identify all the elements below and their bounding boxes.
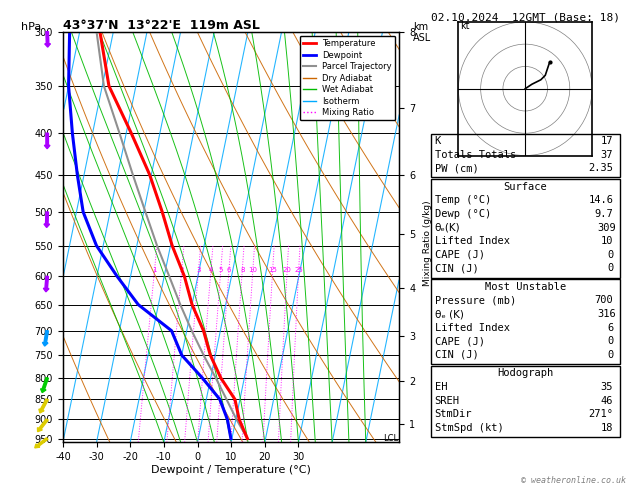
Text: 37: 37 [601,150,613,160]
Text: θₑ (K): θₑ (K) [435,309,464,319]
Text: 15: 15 [268,267,277,274]
Text: 10: 10 [601,236,613,246]
Text: 3: 3 [196,267,201,274]
Text: θₑ(K): θₑ(K) [435,223,460,233]
Text: Surface: Surface [503,182,547,192]
Text: CIN (J): CIN (J) [435,263,479,274]
Text: 0: 0 [607,263,613,274]
Text: 18: 18 [601,423,613,433]
Text: CIN (J): CIN (J) [435,350,479,360]
Text: CAPE (J): CAPE (J) [435,336,484,347]
Text: 0: 0 [607,350,613,360]
Text: 10: 10 [248,267,257,274]
Text: Lifted Index: Lifted Index [435,236,509,246]
Legend: Temperature, Dewpoint, Parcel Trajectory, Dry Adiabat, Wet Adiabat, Isotherm, Mi: Temperature, Dewpoint, Parcel Trajectory… [300,36,395,121]
Text: StmSpd (kt): StmSpd (kt) [435,423,503,433]
Text: © weatheronline.co.uk: © weatheronline.co.uk [521,476,626,485]
Text: 6: 6 [607,323,613,333]
Text: 0: 0 [607,250,613,260]
Text: 5: 5 [218,267,223,274]
Text: CAPE (J): CAPE (J) [435,250,484,260]
Text: 43°37'N  13°22'E  119m ASL: 43°37'N 13°22'E 119m ASL [63,18,260,32]
Text: hPa: hPa [21,22,41,32]
Text: 0: 0 [607,336,613,347]
Text: EH: EH [435,382,447,392]
Text: 9.7: 9.7 [594,209,613,219]
Text: Temp (°C): Temp (°C) [435,195,491,206]
Text: 1: 1 [152,267,157,274]
Text: Pressure (mb): Pressure (mb) [435,295,516,306]
Text: K: K [435,136,441,146]
Text: 271°: 271° [588,409,613,419]
Text: Dewp (°C): Dewp (°C) [435,209,491,219]
Text: Totals Totals: Totals Totals [435,150,516,160]
Text: 2: 2 [179,267,184,274]
Text: LCL: LCL [383,434,398,443]
Text: PW (cm): PW (cm) [435,163,479,174]
Text: 700: 700 [594,295,613,306]
Text: SREH: SREH [435,396,460,406]
Text: km
ASL: km ASL [413,22,431,43]
X-axis label: Dewpoint / Temperature (°C): Dewpoint / Temperature (°C) [151,465,311,475]
Text: 4: 4 [209,267,213,274]
Text: StmDir: StmDir [435,409,472,419]
Text: 6: 6 [226,267,231,274]
Text: 35: 35 [601,382,613,392]
Text: Most Unstable: Most Unstable [484,282,566,292]
Text: 25: 25 [294,267,303,274]
Text: 8: 8 [240,267,245,274]
Text: kt: kt [460,20,470,31]
Text: 309: 309 [598,223,616,233]
Text: 17: 17 [601,136,613,146]
Text: 316: 316 [598,309,616,319]
Text: Mixing Ratio (g/kg): Mixing Ratio (g/kg) [423,200,431,286]
Text: 20: 20 [282,267,292,274]
Text: 46: 46 [601,396,613,406]
Text: 2.35: 2.35 [588,163,613,174]
Text: Lifted Index: Lifted Index [435,323,509,333]
Text: 02.10.2024  12GMT (Base: 18): 02.10.2024 12GMT (Base: 18) [431,12,620,22]
Text: 14.6: 14.6 [588,195,613,206]
Text: Hodograph: Hodograph [497,368,554,379]
